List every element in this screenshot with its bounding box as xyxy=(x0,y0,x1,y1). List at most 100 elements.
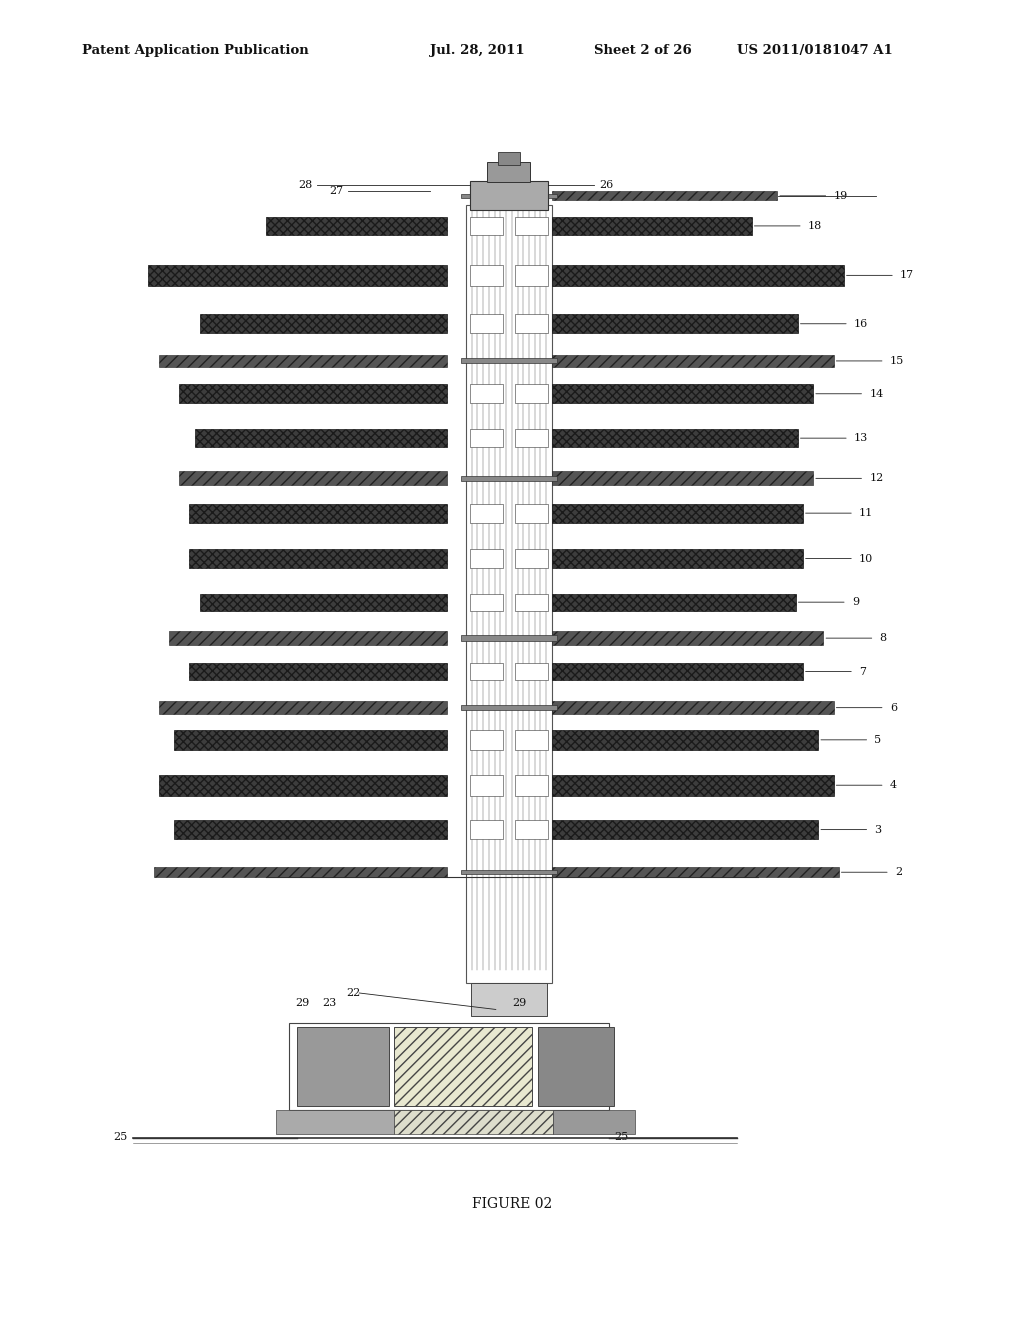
Bar xyxy=(552,384,813,403)
Bar xyxy=(470,504,503,523)
Bar xyxy=(552,191,777,201)
Text: 9: 9 xyxy=(852,597,859,607)
Bar xyxy=(470,820,503,840)
Text: 11: 11 xyxy=(859,508,873,519)
Bar xyxy=(466,205,552,983)
Bar xyxy=(552,216,752,235)
Bar xyxy=(189,549,447,569)
Bar xyxy=(174,730,447,750)
Bar xyxy=(553,1110,635,1134)
Bar xyxy=(515,549,548,569)
Bar xyxy=(461,705,557,710)
Text: 7: 7 xyxy=(859,667,866,677)
Bar xyxy=(552,504,803,523)
Bar xyxy=(179,471,447,486)
Bar xyxy=(552,867,839,878)
Bar xyxy=(487,162,530,182)
Bar xyxy=(515,216,548,235)
Text: 13: 13 xyxy=(854,433,868,444)
Bar xyxy=(470,181,548,210)
Text: 15: 15 xyxy=(890,356,904,366)
Text: FIGURE 02: FIGURE 02 xyxy=(472,1197,552,1210)
Bar xyxy=(148,265,447,285)
Bar xyxy=(461,870,557,874)
Bar xyxy=(289,1023,609,1110)
Bar xyxy=(515,504,548,523)
Bar xyxy=(498,152,519,165)
Bar xyxy=(515,314,548,333)
Bar xyxy=(297,1027,389,1106)
Text: 12: 12 xyxy=(869,474,884,483)
Bar xyxy=(189,663,447,680)
Text: 29: 29 xyxy=(512,998,526,1008)
Text: 23: 23 xyxy=(323,998,337,1008)
Bar xyxy=(552,775,834,796)
Bar xyxy=(470,216,503,235)
Text: 28: 28 xyxy=(298,180,312,190)
Bar xyxy=(470,265,503,285)
Bar xyxy=(394,1027,532,1106)
Bar xyxy=(470,384,503,403)
Text: 18: 18 xyxy=(808,220,822,231)
Bar xyxy=(470,775,503,796)
Bar xyxy=(552,730,818,750)
Bar xyxy=(552,820,818,840)
Bar xyxy=(461,194,557,198)
Bar xyxy=(552,663,803,680)
Bar xyxy=(552,355,834,367)
Bar xyxy=(470,594,503,611)
Bar xyxy=(394,1110,553,1134)
Bar xyxy=(552,701,834,714)
Text: 5: 5 xyxy=(874,735,882,744)
Bar xyxy=(552,631,823,645)
Bar xyxy=(200,314,447,333)
Text: 16: 16 xyxy=(854,318,868,329)
Bar xyxy=(179,384,447,403)
Bar xyxy=(266,216,447,235)
Text: 8: 8 xyxy=(880,634,887,643)
Bar xyxy=(470,663,503,680)
Bar xyxy=(159,355,447,367)
Bar xyxy=(552,471,813,486)
Bar xyxy=(461,359,557,363)
Bar xyxy=(515,429,548,447)
Bar xyxy=(552,265,844,285)
Bar xyxy=(200,594,447,611)
Bar xyxy=(276,1110,394,1134)
Bar xyxy=(552,549,803,569)
Bar xyxy=(538,1027,614,1106)
Bar xyxy=(154,867,447,878)
Bar xyxy=(470,730,503,750)
Bar xyxy=(461,475,557,480)
Text: 2: 2 xyxy=(895,867,902,878)
Bar xyxy=(470,314,503,333)
Bar xyxy=(515,663,548,680)
Bar xyxy=(471,983,547,1016)
Bar xyxy=(189,504,447,523)
Text: 29: 29 xyxy=(295,998,309,1008)
Bar xyxy=(159,775,447,796)
Bar xyxy=(552,429,798,447)
Bar xyxy=(470,429,503,447)
Bar xyxy=(515,820,548,840)
Text: 3: 3 xyxy=(874,825,882,834)
Bar xyxy=(515,384,548,403)
Text: 25: 25 xyxy=(614,1131,629,1142)
Text: Sheet 2 of 26: Sheet 2 of 26 xyxy=(594,44,691,57)
Text: 14: 14 xyxy=(869,389,884,399)
Bar xyxy=(169,631,447,645)
Bar xyxy=(515,594,548,611)
Bar xyxy=(552,314,798,333)
Text: 6: 6 xyxy=(890,702,897,713)
Bar xyxy=(174,820,447,840)
Text: 19: 19 xyxy=(834,191,848,201)
Text: Patent Application Publication: Patent Application Publication xyxy=(82,44,308,57)
Bar xyxy=(515,775,548,796)
Text: 25: 25 xyxy=(114,1131,128,1142)
Text: 4: 4 xyxy=(890,780,897,791)
Text: 10: 10 xyxy=(859,553,873,564)
Text: 17: 17 xyxy=(900,271,914,280)
Bar xyxy=(159,701,447,714)
Bar xyxy=(515,265,548,285)
Bar xyxy=(515,730,548,750)
